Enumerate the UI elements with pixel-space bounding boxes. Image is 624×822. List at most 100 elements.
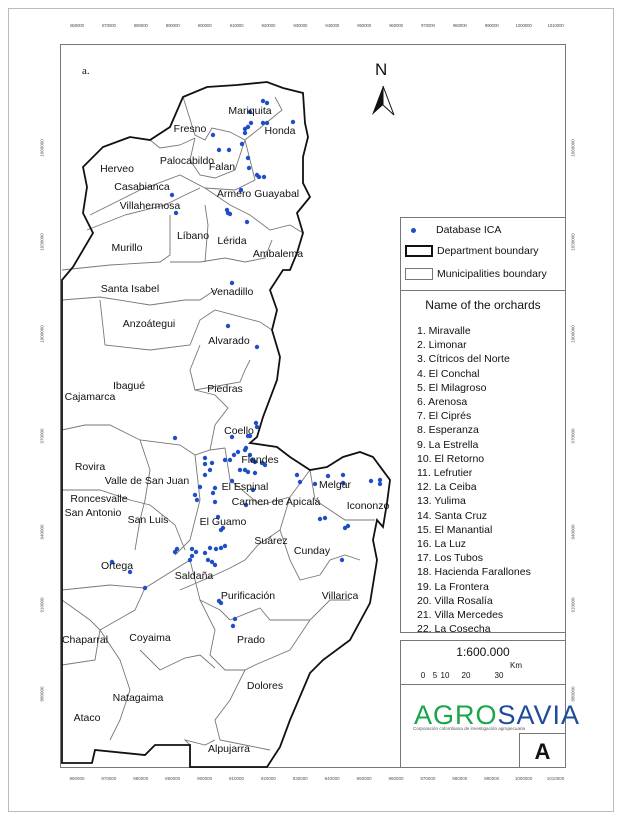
ica-point bbox=[342, 525, 348, 531]
northing-tick-label: 940000 bbox=[570, 524, 576, 540]
municipality-boundary bbox=[229, 607, 310, 621]
ica-point bbox=[245, 155, 251, 161]
municipality-label: Cunday bbox=[293, 545, 331, 557]
ica-point bbox=[227, 457, 233, 463]
municipality-label: Dolores bbox=[246, 680, 284, 692]
orchard-item: 9. La Estrella bbox=[417, 438, 479, 451]
municipality-boundary bbox=[86, 187, 201, 231]
thick-box-icon bbox=[405, 245, 433, 257]
northing-tick-label: 970000 bbox=[39, 428, 45, 444]
ica-point bbox=[209, 559, 215, 565]
ica-point bbox=[189, 553, 195, 559]
ica-point bbox=[260, 120, 266, 126]
municipality-label: Murillo bbox=[111, 242, 143, 254]
northing-tick-label: 910000 bbox=[570, 597, 576, 613]
municipality-boundary bbox=[62, 489, 186, 551]
ica-point bbox=[290, 119, 296, 125]
municipality-label: Roncesvalle bbox=[70, 493, 128, 505]
ica-point bbox=[247, 452, 253, 458]
municipality-boundary bbox=[99, 299, 273, 351]
municipality-label: El Guamo bbox=[199, 516, 247, 528]
thin-box-icon bbox=[405, 268, 433, 280]
logo-part1: AGRO bbox=[414, 700, 498, 730]
ica-point bbox=[325, 473, 331, 479]
easting-tick-label: 870000 bbox=[101, 776, 117, 781]
ica-point bbox=[212, 485, 218, 491]
agrosavia-logo: AGROSAVIA bbox=[414, 700, 580, 731]
northing-tick-label: 970000 bbox=[570, 428, 576, 444]
ica-point bbox=[254, 424, 260, 430]
ica-point bbox=[247, 109, 253, 115]
legend-item-points: Database ICA bbox=[401, 224, 501, 236]
ica-point bbox=[253, 420, 259, 426]
north-arrow-icon bbox=[372, 85, 395, 116]
orchard-item: 16. La Luz bbox=[417, 538, 467, 551]
north-letter: N bbox=[375, 60, 388, 79]
orchard-item: 14. Santa Cruz bbox=[417, 509, 488, 522]
ica-point bbox=[246, 165, 252, 171]
municipality-label: Icononzo bbox=[346, 500, 390, 512]
ica-point bbox=[205, 557, 211, 563]
municipality-label: Coyaima bbox=[129, 632, 171, 644]
ica-point bbox=[225, 323, 231, 329]
ica-point bbox=[229, 280, 235, 286]
ica-point bbox=[322, 515, 328, 521]
orchards-list-box: Name of the orchards 1. Miravalle 2. Limo… bbox=[400, 290, 566, 636]
municipality-label: Cajamarca bbox=[64, 391, 116, 403]
easting-tick-label: 1010000 bbox=[547, 23, 564, 28]
ica-point bbox=[169, 192, 175, 198]
ica-point bbox=[242, 126, 248, 132]
orchard-item: 4. El Conchal bbox=[417, 367, 480, 380]
municipality-boundary bbox=[279, 529, 361, 581]
easting-tick-label: 930000 bbox=[293, 23, 308, 28]
ica-point bbox=[239, 141, 245, 147]
ica-point bbox=[340, 472, 346, 478]
municipality-label: Alvarado bbox=[208, 335, 250, 347]
municipality-boundaries bbox=[61, 96, 375, 751]
orchard-item: 3. Cítricos del Norte bbox=[417, 353, 510, 366]
scale-label: 10 bbox=[440, 671, 450, 680]
logo-part2: SAVIA bbox=[497, 700, 581, 730]
ica-point bbox=[212, 499, 218, 505]
legend-item-department: Department boundary bbox=[401, 245, 539, 257]
municipality-boundary bbox=[182, 96, 283, 141]
ica-point bbox=[377, 477, 383, 483]
ica-point bbox=[216, 147, 222, 153]
municipality-boundary bbox=[204, 187, 304, 234]
municipality-label: Prado bbox=[236, 634, 266, 646]
ica-point bbox=[252, 459, 258, 465]
easting-tick-label: 890000 bbox=[165, 23, 180, 28]
municipality-label: Piedras bbox=[207, 383, 243, 395]
ica-point bbox=[235, 449, 241, 455]
ica-point bbox=[222, 543, 228, 549]
legend-item-municipality: Municipalities boundary bbox=[401, 268, 547, 280]
municipality-label: Villarica bbox=[321, 590, 359, 602]
ica-point bbox=[192, 492, 198, 498]
municipality-label: San Antonio bbox=[64, 507, 122, 519]
orchard-item: 5. El Milagroso bbox=[417, 381, 487, 394]
municipality-boundary bbox=[99, 629, 131, 741]
ica-point bbox=[210, 132, 216, 138]
ica-point bbox=[231, 452, 237, 458]
municipality-label: Lérida bbox=[217, 235, 247, 247]
ica-point bbox=[242, 447, 248, 453]
orchard-item: 1. Miravalle bbox=[417, 325, 471, 337]
legend-label: Municipalities boundary bbox=[437, 268, 547, 280]
municipality-boundary bbox=[204, 204, 209, 263]
easting-tick-label: 860000 bbox=[70, 23, 84, 28]
scale-label: 20 bbox=[461, 671, 471, 680]
ica-point bbox=[127, 569, 133, 575]
municipality-label: Rovira bbox=[74, 461, 106, 473]
municipality-label: Villahermosa bbox=[119, 200, 181, 212]
easting-tick-label: 860000 bbox=[69, 776, 85, 781]
orchards-list: 1. Miravalle 2. Limonar 3. Cítricos del No… bbox=[417, 324, 531, 636]
municipality-label: Coello bbox=[224, 425, 254, 437]
ica-point bbox=[212, 562, 218, 568]
ica-point bbox=[218, 545, 224, 551]
scale-label: 0 bbox=[420, 671, 426, 680]
easting-tick-label: 960000 bbox=[388, 776, 404, 781]
ica-point bbox=[245, 469, 251, 475]
panel-label: a. bbox=[82, 65, 90, 77]
easting-tick-label: 950000 bbox=[357, 23, 372, 28]
